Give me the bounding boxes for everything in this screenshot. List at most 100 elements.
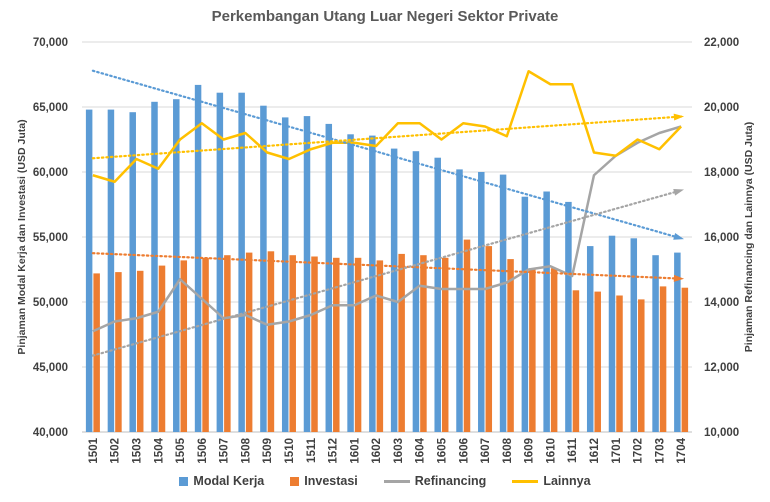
bar-investasi bbox=[202, 257, 209, 432]
y-right-tick-label: 20,000 bbox=[704, 102, 739, 114]
x-tick-label: 1612 bbox=[589, 438, 601, 464]
bar-investasi bbox=[267, 251, 275, 432]
bar-modal-kerja bbox=[565, 201, 572, 432]
x-tick-label: 1610 bbox=[545, 438, 557, 464]
y-left-axis-title: Pinjaman Modal Kerja dan Investasi (USD … bbox=[16, 119, 28, 354]
bar-modal-kerja bbox=[216, 92, 224, 432]
bar-investasi bbox=[376, 260, 384, 432]
y-left-tick-label: 45,000 bbox=[33, 362, 68, 374]
legend-item-refinancing: Refinancing bbox=[383, 474, 487, 488]
bar-modal-kerja bbox=[434, 157, 441, 432]
bar-investasi bbox=[485, 246, 493, 432]
y-right-tick-label: 16,000 bbox=[704, 232, 739, 244]
trendline-refinancing bbox=[91, 189, 683, 357]
legend: Modal Kerja Investasi Refinancing Lainny… bbox=[0, 474, 770, 488]
y-left-tick-label: 60,000 bbox=[33, 167, 68, 179]
bar-investasi bbox=[398, 253, 405, 432]
bar-investasi bbox=[245, 252, 253, 432]
bar-modal-kerja bbox=[478, 172, 485, 432]
y-right-tick-label: 12,000 bbox=[704, 362, 739, 374]
bar-investasi bbox=[463, 239, 471, 432]
trendline-investasi bbox=[91, 252, 683, 280]
x-tick-label: 1601 bbox=[349, 437, 361, 463]
legend-swatch bbox=[179, 476, 189, 486]
x-tick-label: 1502 bbox=[110, 438, 122, 464]
bar-modal-kerja bbox=[499, 174, 507, 432]
x-tick-label: 1507 bbox=[219, 438, 231, 464]
bar-investasi bbox=[572, 290, 580, 432]
trendline-arrow-investasi bbox=[673, 274, 685, 282]
bar-investasi bbox=[441, 257, 449, 432]
trendline-lainnya bbox=[91, 115, 683, 160]
bar-modal-kerja bbox=[151, 101, 158, 433]
legend-label: Lainnya bbox=[543, 474, 591, 488]
bar-investasi bbox=[311, 256, 318, 432]
bar-modal-kerja bbox=[303, 116, 311, 432]
x-tick-label: 1703 bbox=[654, 438, 666, 464]
x-tick-label: 1702 bbox=[633, 438, 645, 464]
legend-swatch bbox=[512, 479, 539, 483]
bar-modal-kerja bbox=[608, 235, 616, 432]
legend-label: Refinancing bbox=[414, 474, 487, 488]
legend-item-lainnya: Lainnya bbox=[512, 474, 591, 488]
trendline-modal-kerja bbox=[91, 69, 683, 240]
bar-investasi bbox=[594, 291, 601, 432]
bar-investasi bbox=[289, 255, 296, 432]
bar-investasi bbox=[420, 255, 427, 432]
chart-title: Perkembangan Utang Luar Negeri Sektor Pr… bbox=[211, 8, 559, 25]
bar-investasi bbox=[224, 255, 231, 432]
x-tick-label: 1607 bbox=[480, 438, 492, 464]
y-right-tick-label: 18,000 bbox=[704, 167, 739, 179]
bar-modal-kerja bbox=[325, 123, 333, 433]
bar-modal-kerja bbox=[281, 117, 289, 433]
x-tick-label: 1503 bbox=[131, 438, 143, 464]
bar-modal-kerja bbox=[652, 255, 659, 432]
bar-investasi bbox=[550, 268, 558, 432]
x-tick-label: 1512 bbox=[328, 438, 340, 464]
bar-modal-kerja bbox=[521, 196, 529, 432]
x-tick-label: 1602 bbox=[371, 438, 383, 464]
bar-investasi bbox=[333, 257, 340, 432]
legend-label: Investasi bbox=[304, 474, 358, 488]
bar-modal-kerja bbox=[173, 99, 180, 432]
y-left-tick-label: 65,000 bbox=[33, 102, 68, 114]
bar-modal-kerja bbox=[85, 109, 93, 432]
bar-investasi bbox=[136, 270, 144, 432]
x-tick-label: 1609 bbox=[524, 438, 536, 464]
bar-modal-kerja bbox=[412, 151, 420, 432]
bar-modal-kerja bbox=[238, 92, 245, 432]
x-tick-label: 1510 bbox=[284, 438, 296, 464]
bar-modal-kerja bbox=[260, 105, 267, 432]
x-tick-label: 1508 bbox=[240, 437, 252, 463]
x-tick-label: 1604 bbox=[415, 437, 427, 463]
bar-modal-kerja bbox=[456, 169, 463, 432]
x-tick-label: 1504 bbox=[153, 437, 165, 463]
x-tick-label: 1704 bbox=[676, 437, 688, 463]
bar-investasi bbox=[507, 259, 514, 432]
bar-modal-kerja bbox=[369, 135, 376, 432]
bar-investasi bbox=[659, 286, 667, 432]
legend-item-modal-kerja: Modal Kerja bbox=[179, 474, 264, 488]
y-right-tick-label: 10,000 bbox=[704, 427, 739, 439]
bar-modal-kerja bbox=[390, 148, 398, 432]
trendline-arrow-modal-kerja bbox=[673, 233, 684, 240]
legend-swatch bbox=[290, 476, 300, 486]
bar-investasi bbox=[529, 268, 536, 432]
x-tick-label: 1505 bbox=[175, 437, 187, 463]
x-tick-label: 1506 bbox=[197, 438, 209, 464]
legend-swatch bbox=[383, 479, 410, 483]
bar-modal-kerja bbox=[107, 109, 115, 432]
x-tick-label: 1511 bbox=[306, 437, 318, 463]
bar-investasi bbox=[93, 273, 100, 432]
bar-modal-kerja bbox=[129, 112, 136, 432]
x-tick-label: 1701 bbox=[611, 437, 623, 463]
bar-investasi bbox=[158, 265, 166, 432]
bar-modal-kerja bbox=[630, 238, 638, 432]
bar-investasi bbox=[354, 257, 362, 432]
y-right-axis-title: Pinjaman Refinancing dan Lainnya (USD Ju… bbox=[743, 122, 755, 352]
y-left-tick-label: 50,000 bbox=[33, 297, 68, 309]
legend-label: Modal Kerja bbox=[193, 474, 265, 488]
x-tick-label: 1603 bbox=[393, 438, 405, 464]
x-tick-label: 1501 bbox=[88, 437, 100, 463]
